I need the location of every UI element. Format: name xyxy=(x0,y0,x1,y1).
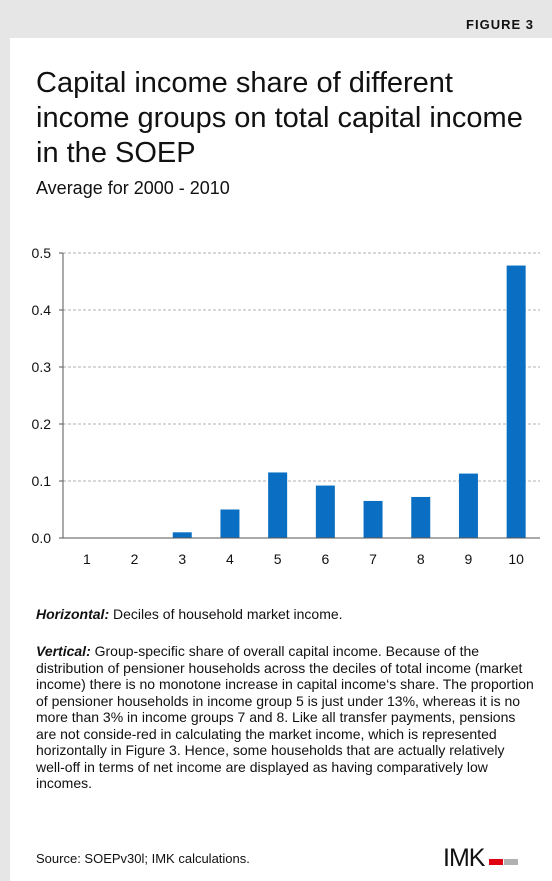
y-tick-label: 0.4 xyxy=(32,302,52,318)
grid-layer xyxy=(63,252,540,482)
horizontal-note-label: Horizontal: xyxy=(36,606,110,622)
x-tick-label: 1 xyxy=(83,551,91,567)
logo-red-mark xyxy=(489,859,503,865)
x-tick-label: 10 xyxy=(508,551,524,567)
x-tick-label: 2 xyxy=(131,551,139,567)
x-tick-label: 7 xyxy=(369,551,377,567)
horizontal-note: Horizontal: Deciles of household market … xyxy=(36,606,536,623)
figure-card: FIGURE 3 Capital income share of differe… xyxy=(10,10,552,881)
figure-label: FIGURE 3 xyxy=(466,17,534,32)
y-tick-label: 0.1 xyxy=(32,473,52,489)
x-tick-label: 3 xyxy=(178,551,186,567)
logo-text: IMK xyxy=(443,844,485,872)
vertical-note-label: Vertical: xyxy=(36,643,91,659)
imk-logo: IMK xyxy=(443,844,523,872)
bar-6 xyxy=(315,485,335,538)
axis-layer: 0.0 0.1 0.2 0.3 0.4 0.5 1 2 3 4 5 6 7 8 9 10 xyxy=(32,245,540,567)
logo-grey-mark xyxy=(504,859,518,865)
bar-chart: 0.0 0.1 0.2 0.3 0.4 0.5 1 2 3 4 5 6 7 8 9 10 xyxy=(32,245,540,567)
y-tick-label: 0.5 xyxy=(32,245,52,261)
bar-4 xyxy=(220,509,240,538)
bar-3 xyxy=(172,532,192,538)
bar-10 xyxy=(506,265,526,538)
vertical-note-text: Group-specific share of overall capital … xyxy=(36,643,534,791)
bar-layer xyxy=(172,265,526,538)
y-tick-label: 0.0 xyxy=(32,530,52,546)
chart-title: Capital income share of different income… xyxy=(36,67,523,169)
horizontal-note-text: Deciles of household market income. xyxy=(109,606,343,622)
x-tick-label: 6 xyxy=(321,551,329,567)
vertical-note: Vertical: Group-specific share of overal… xyxy=(36,643,536,792)
x-tick-label: 8 xyxy=(417,551,425,567)
source-note: Source: SOEPv30l; IMK calculations. xyxy=(36,851,250,866)
x-tick-label: 9 xyxy=(465,551,473,567)
x-tick-label: 5 xyxy=(274,551,282,567)
bar-5 xyxy=(268,472,288,538)
chart-subtitle: Average for 2000 - 2010 xyxy=(36,178,230,198)
bar-8 xyxy=(411,496,431,538)
bar-9 xyxy=(458,473,478,538)
figure-header-bar: FIGURE 3 xyxy=(10,10,552,38)
x-tick-label: 4 xyxy=(226,551,234,567)
y-tick-label: 0.3 xyxy=(32,359,52,375)
bar-7 xyxy=(363,500,383,538)
y-tick-label: 0.2 xyxy=(32,416,52,432)
